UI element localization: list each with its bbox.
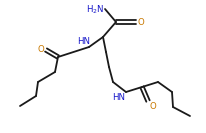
Text: O: O xyxy=(137,18,144,26)
Text: H$_2$N: H$_2$N xyxy=(85,4,103,16)
Text: O: O xyxy=(149,102,156,111)
Text: O: O xyxy=(37,45,44,55)
Text: HN: HN xyxy=(77,37,90,46)
Text: HN: HN xyxy=(111,93,124,102)
